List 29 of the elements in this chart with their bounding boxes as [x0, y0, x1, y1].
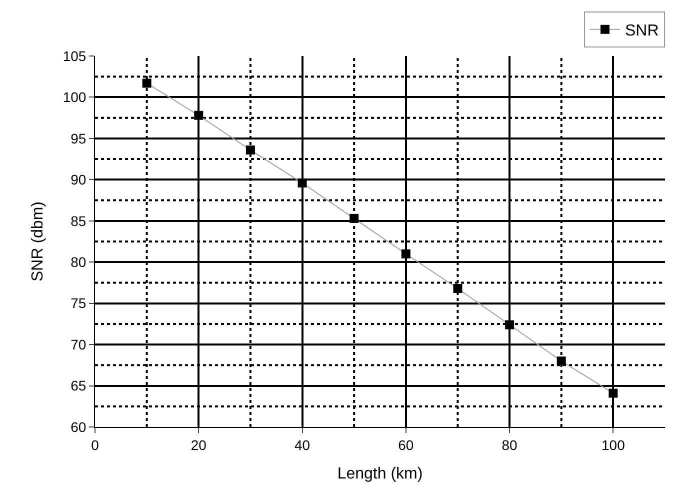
y-tick-label: 65 [70, 378, 86, 394]
y-tick-label: 85 [70, 212, 86, 229]
point [350, 214, 359, 223]
y-tick-label: 80 [70, 254, 86, 270]
point [556, 356, 566, 366]
y-tick-label: 95 [70, 130, 86, 146]
point [505, 320, 514, 330]
x-tick-label: 60 [398, 436, 414, 453]
point [401, 249, 410, 258]
y-tick-label: 75 [70, 295, 86, 312]
point [453, 284, 462, 293]
x-tick-label: 80 [502, 436, 518, 453]
y-tick-label: 105 [62, 48, 86, 64]
point [142, 78, 152, 88]
point [608, 388, 618, 398]
x-tick-label: 0 [91, 436, 100, 453]
x-axis-title: Length (km) [337, 466, 423, 482]
point [246, 145, 255, 154]
x-tick-label: 100 [602, 436, 626, 453]
legend-label: SNR [625, 22, 659, 40]
y-tick-label: 70 [70, 336, 86, 352]
y-axis-title: SNR (dbm) [30, 201, 47, 282]
y-tick-label: 100 [62, 89, 86, 106]
y-tick-label: 60 [70, 418, 86, 435]
x-tick-label: 20 [190, 436, 207, 453]
y-tick-label: 90 [70, 172, 86, 188]
point [194, 110, 204, 120]
point [298, 178, 307, 188]
x-tick-label: 40 [294, 436, 310, 453]
